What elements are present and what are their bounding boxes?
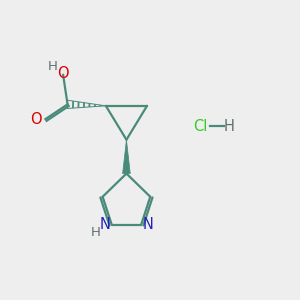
Polygon shape (123, 140, 130, 174)
Text: N: N (142, 217, 153, 232)
Text: Cl: Cl (193, 119, 207, 134)
Text: H: H (48, 60, 58, 73)
Text: O: O (57, 66, 69, 81)
Text: H: H (91, 226, 100, 239)
Text: O: O (30, 112, 42, 127)
Text: N: N (100, 217, 111, 232)
Text: H: H (224, 119, 235, 134)
